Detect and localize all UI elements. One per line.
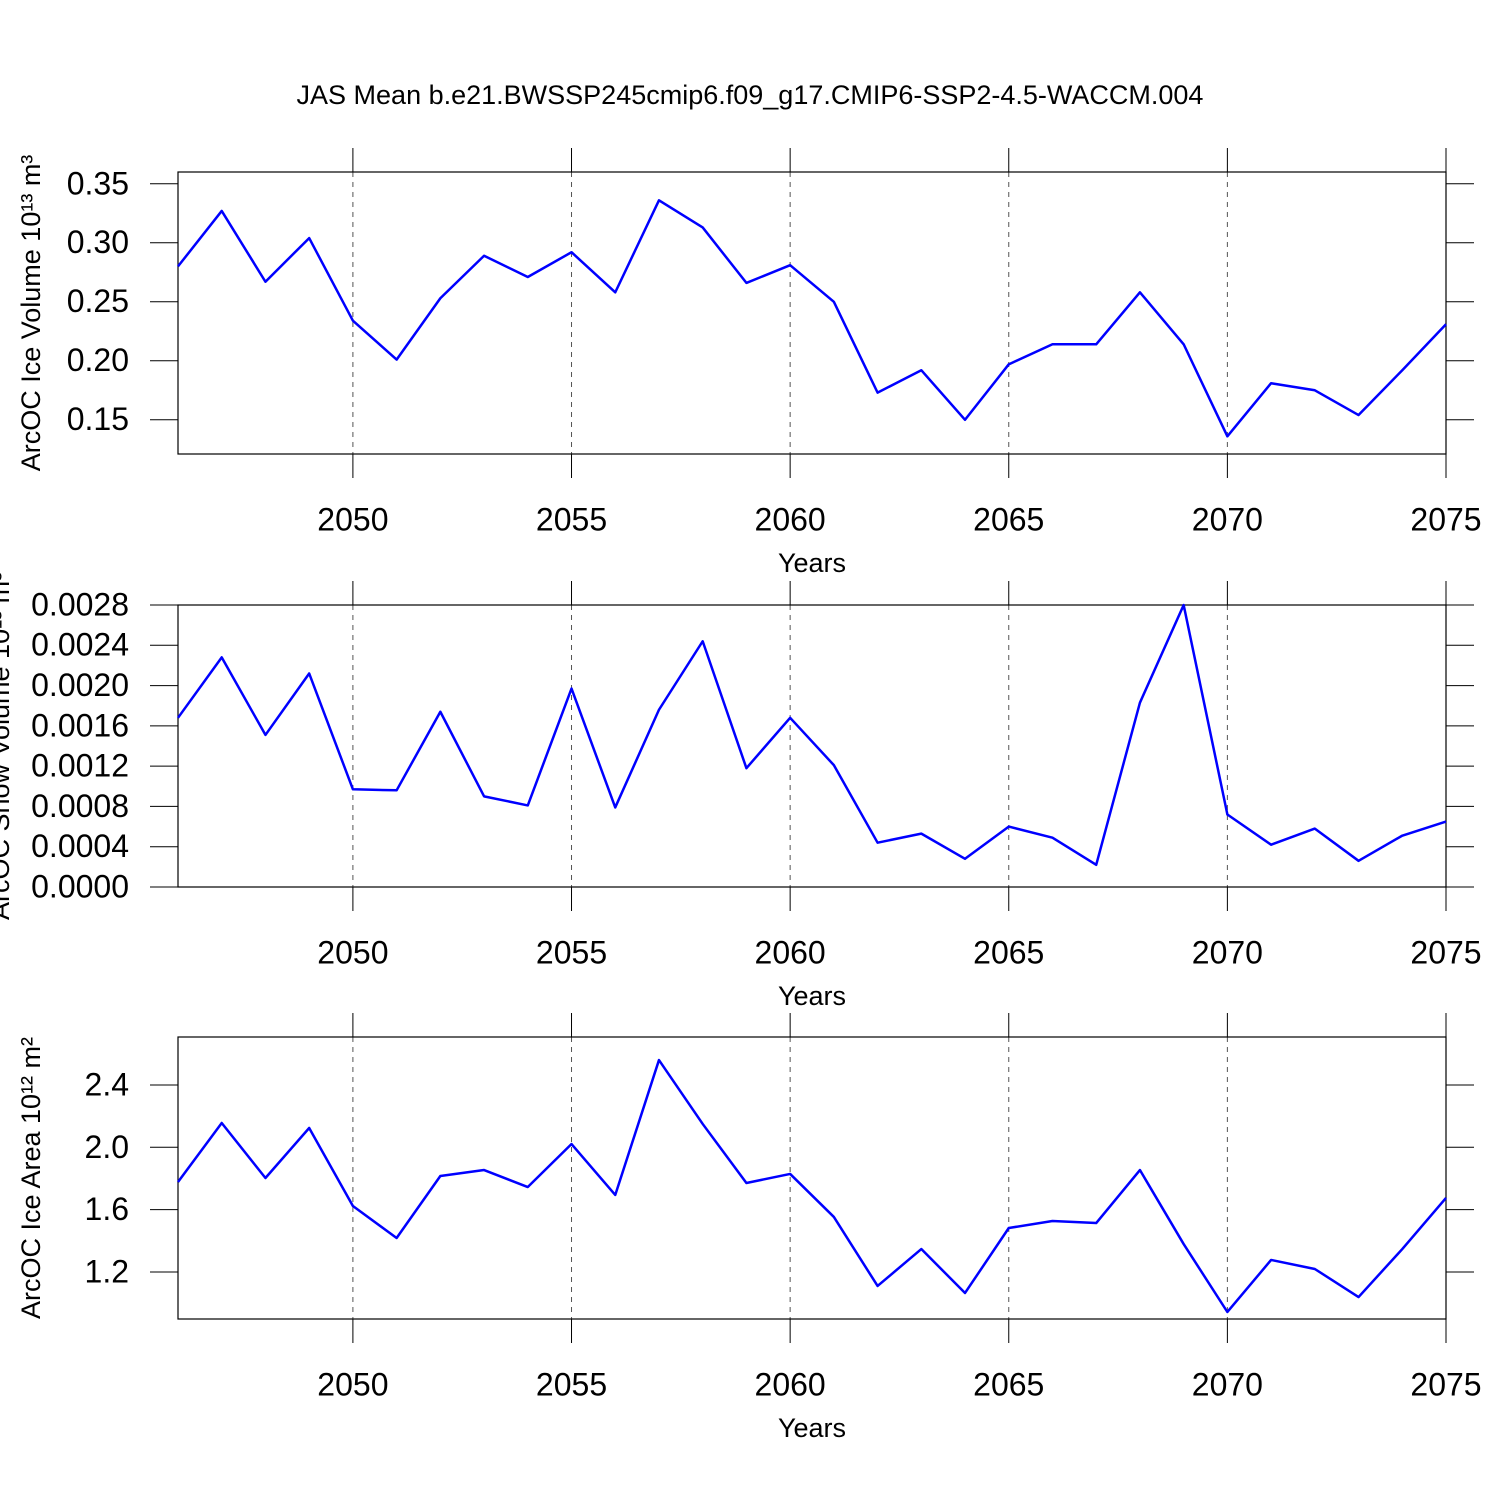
y-tick-label: 1.6 [85,1191,129,1227]
y-axis-label: ArcOC Snow Volume 10¹³ m³ [0,572,15,920]
data-line [177,199,1447,438]
y-tick-label: 0.20 [67,342,129,378]
plot-frame [177,604,1447,888]
y-tick-label: 0.35 [67,165,129,201]
y-tick-label: 0.0024 [31,627,129,663]
x-axis-label: Years [778,981,846,1011]
y-axis-label: ArcOC Ice Area 10¹² m² [16,1037,46,1319]
y-tick-label: 0.0016 [31,707,129,743]
x-tick-label: 2065 [973,501,1044,537]
x-tick-label: 2065 [973,934,1044,970]
x-tick-label: 2065 [973,1366,1044,1402]
x-tick-label: 2050 [317,934,388,970]
x-tick-label: 2075 [1410,934,1481,970]
x-tick-label: 2060 [755,934,826,970]
y-tick-label: 0.0004 [31,828,129,864]
y-tick-label: 0.0012 [31,748,129,784]
y-tick-label: 2.0 [85,1129,129,1165]
x-axis-label: Years [778,1413,846,1443]
x-tick-label: 2060 [755,501,826,537]
x-tick-label: 2050 [317,1366,388,1402]
y-tick-label: 0.0028 [31,586,129,622]
x-tick-label: 2055 [536,1366,607,1402]
figure-title: JAS Mean b.e21.BWSSP245cmip6.f09_g17.CMI… [297,80,1204,110]
x-tick-label: 2070 [1192,1366,1263,1402]
x-tick-label: 2075 [1410,1366,1481,1402]
x-tick-label: 2050 [317,501,388,537]
x-tick-label: 2070 [1192,934,1263,970]
x-tick-label: 2055 [536,934,607,970]
y-tick-label: 1.2 [85,1253,129,1289]
y-tick-label: 0.0000 [31,868,129,904]
plot-frame [177,171,1447,455]
x-axis-label: Years [778,548,846,578]
x-tick-label: 2060 [755,1366,826,1402]
y-tick-label: 0.30 [67,224,129,260]
data-line [176,1058,1447,1314]
y-tick-label: 2.4 [85,1066,129,1102]
y-axis-label: ArcOC Ice Volume 10¹³ m³ [16,155,46,472]
x-tick-label: 2055 [536,501,607,537]
y-tick-label: 0.25 [67,283,129,319]
y-tick-label: 0.0020 [31,667,129,703]
x-tick-label: 2070 [1192,501,1263,537]
plot-frame [177,1036,1447,1320]
data-line [176,603,1447,867]
x-tick-label: 2075 [1410,501,1481,537]
y-tick-label: 0.0008 [31,788,129,824]
y-tick-label: 0.15 [67,401,129,437]
